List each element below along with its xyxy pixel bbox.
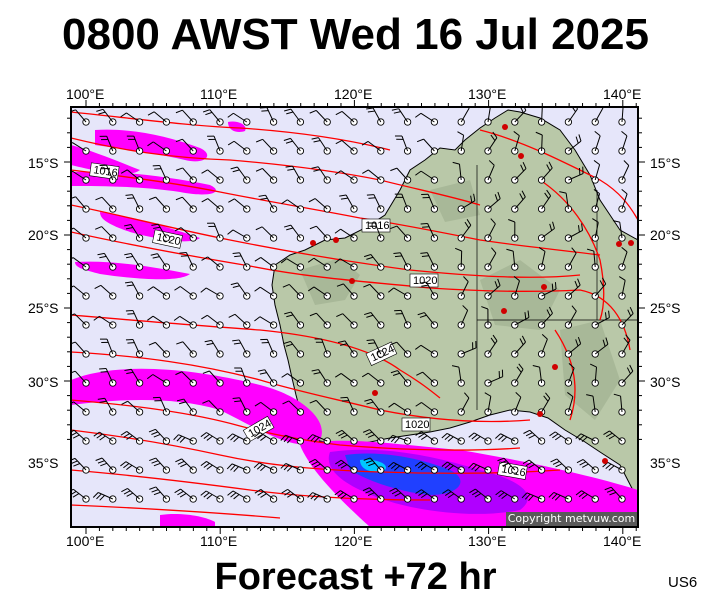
lat-label: 35°S	[28, 455, 59, 471]
lon-label: 110°E	[200, 533, 237, 549]
lat-label: 20°S	[650, 227, 681, 243]
isobar-label: 1016	[365, 220, 389, 232]
lat-label: 20°S	[28, 227, 59, 243]
isobar-label: 1020	[405, 419, 429, 431]
lon-label: 140°E	[603, 86, 641, 102]
lon-label: 110°E	[200, 86, 237, 102]
forecast-label: Forecast +72 hr	[0, 556, 711, 599]
lon-label: 100°E	[66, 86, 104, 102]
lat-label: 15°S	[28, 155, 59, 171]
lat-label: 25°S	[650, 300, 681, 316]
region-code: US6	[668, 574, 697, 591]
lat-label: 15°S	[650, 155, 681, 171]
lon-label: 100°E	[66, 533, 104, 549]
lon-label: 140°E	[603, 533, 641, 549]
page-title: 0800 AWST Wed 16 Jul 2025	[0, 10, 711, 60]
lon-label: 130°E	[468, 533, 506, 549]
lat-label: 30°S	[28, 374, 59, 390]
lon-label: 130°E	[468, 86, 506, 102]
lon-label: 120°E	[334, 86, 372, 102]
copyright-badge: Copyright metvuw.com	[506, 512, 637, 526]
lat-label: 30°S	[650, 374, 681, 390]
lat-label: 25°S	[28, 300, 59, 316]
lat-label: 35°S	[650, 455, 681, 471]
lon-label: 120°E	[334, 533, 372, 549]
